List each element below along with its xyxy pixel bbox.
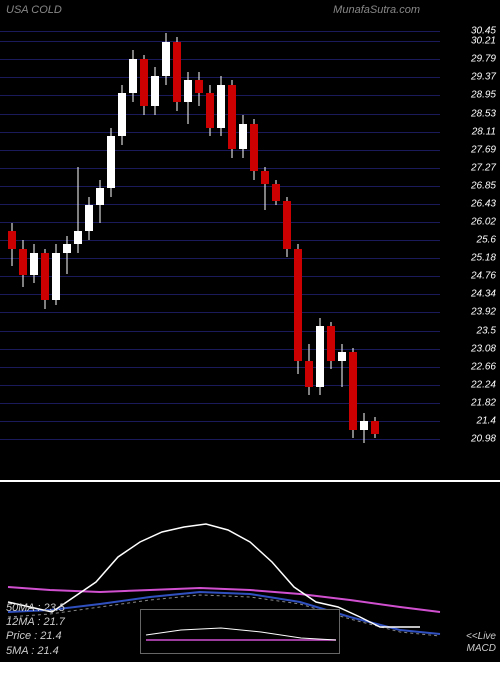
grid-line [0, 186, 440, 187]
grid-line [0, 349, 440, 350]
price-level-label: 21.4 [477, 416, 496, 427]
price-level-label: 26.02 [471, 216, 496, 227]
price-level-label: 23.92 [471, 307, 496, 318]
grid-line [0, 294, 440, 295]
price-level-label: 30.21 [471, 36, 496, 47]
price-level-label: 30.45 [471, 25, 496, 36]
grid-line [0, 204, 440, 205]
price-level-label: 28.53 [471, 108, 496, 119]
grid-line [0, 367, 440, 368]
price-level-label: 21.82 [471, 398, 496, 409]
chart-container: USA COLD MunafaSutra.com 30.4530.21 29.79… [0, 0, 500, 700]
price-level-label: 29.37 [471, 72, 496, 83]
grid-line [0, 168, 440, 169]
price-level-label: 29.79 [471, 54, 496, 65]
indicator-line [146, 628, 336, 640]
candlestick-chart: USA COLD MunafaSutra.com 30.4530.21 29.79… [0, 0, 500, 480]
grid-line [0, 222, 440, 223]
price-level-label: 27.27 [471, 162, 496, 173]
ma50-stat: 50MA : 23.5 [6, 601, 65, 615]
price-level-label: 28.11 [472, 126, 496, 137]
price-level-label: 25.18 [471, 253, 496, 264]
ma12-stat: 12MA : 21.7 [6, 615, 65, 629]
price-level-label: 22.66 [471, 361, 496, 372]
price-level-label: 22.24 [471, 379, 496, 390]
macd-live-label: <<Live [466, 631, 496, 642]
grid-line [0, 276, 440, 277]
grid-line [0, 41, 440, 42]
price-level-label: 23.08 [471, 343, 496, 354]
price-level-label: 26.43 [471, 199, 496, 210]
price-stat: Price : 21.4 [6, 629, 65, 643]
price-level-label: 24.76 [471, 271, 496, 282]
price-level-label: 25.6 [477, 235, 496, 246]
ma5-stat: 5MA : 21.4 [6, 644, 65, 658]
indicator-chart: 50MA : 23.5 12MA : 21.7 Price : 21.4 5MA… [0, 482, 500, 662]
grid-line [0, 331, 440, 332]
price-level-label: 20.98 [471, 434, 496, 445]
grid-line [0, 439, 440, 440]
price-level-label: 23.5 [477, 325, 496, 336]
grid-line [0, 59, 440, 60]
stats-box: 50MA : 23.5 12MA : 21.7 Price : 21.4 5MA… [6, 601, 65, 658]
chart-title: USA COLD [6, 4, 62, 16]
price-level-label: 27.69 [471, 144, 496, 155]
grid-line [0, 312, 440, 313]
price-level-label: 24.34 [471, 289, 496, 300]
price-level-label: 28.95 [471, 90, 496, 101]
macd-label: MACD [467, 643, 496, 654]
watermark-text: MunafaSutra.com [333, 4, 420, 16]
macd-inset [140, 609, 340, 654]
grid-line [0, 150, 440, 151]
grid-line [0, 403, 440, 404]
grid-line [0, 385, 440, 386]
price-level-label: 26.85 [471, 181, 496, 192]
grid-line [0, 31, 440, 32]
